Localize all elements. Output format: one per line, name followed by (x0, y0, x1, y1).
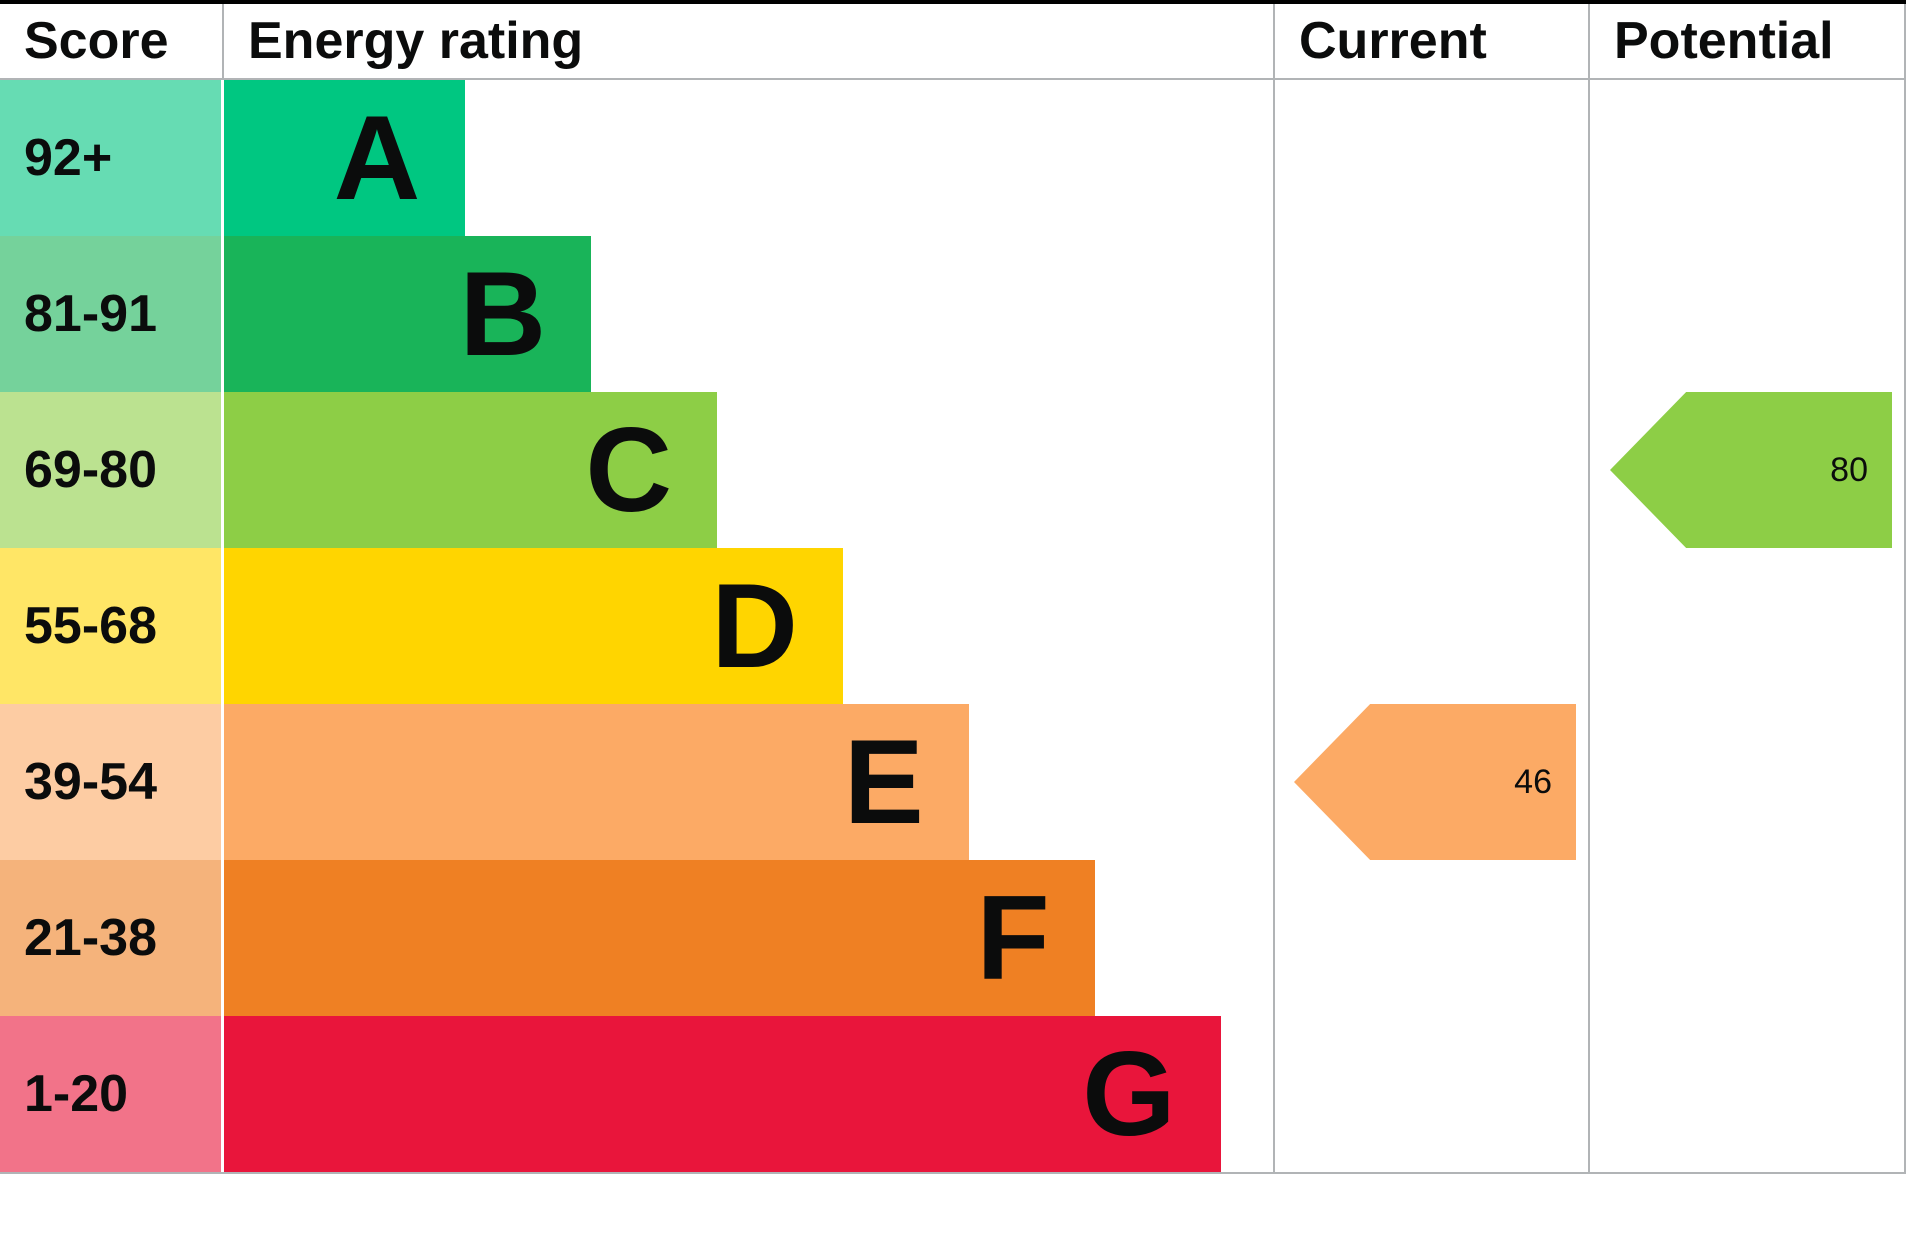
band-letter-c: C (585, 403, 673, 537)
current-rating-value: 46 (1514, 762, 1552, 801)
band-row-b: 81-91 B (0, 236, 1273, 392)
bar-track-c: C (224, 392, 1273, 548)
bar-track-a: A (224, 80, 1273, 236)
rating-bar-c: C (224, 392, 718, 548)
score-range-c: 69-80 (0, 392, 221, 548)
band-row-c: 69-80 C (0, 392, 1273, 548)
chart-header-row: Score Energy rating Current Potential (0, 4, 1906, 80)
potential-column: 80 (1588, 80, 1906, 1172)
bands-area: 92+ A 81-91 B 69-80 C 55-68 D 39-54 E 21-38 F 1-20 G (0, 80, 1273, 1172)
current-header: Current (1273, 4, 1588, 78)
bar-track-d: D (224, 548, 1273, 704)
score-range-b: 81-91 (0, 236, 221, 392)
rating-bar-e: E (224, 704, 969, 860)
band-letter-d: D (711, 559, 798, 693)
rating-bar-f: F (224, 860, 1095, 1016)
score-range-a: 92+ (0, 80, 221, 236)
score-header: Score (0, 4, 224, 78)
bar-track-e: E (224, 704, 1273, 860)
band-letter-a: A (333, 91, 421, 225)
potential-header: Potential (1588, 4, 1906, 78)
bar-track-b: B (224, 236, 1273, 392)
band-letter-g: G (1082, 1027, 1176, 1161)
score-range-g: 1-20 (0, 1016, 221, 1172)
rating-bar-d: D (224, 548, 843, 704)
band-row-a: 92+ A (0, 80, 1273, 236)
band-letter-f: F (976, 871, 1050, 1005)
band-letter-e: E (843, 715, 924, 849)
score-range-e: 39-54 (0, 704, 221, 860)
potential-rating-value: 80 (1830, 450, 1868, 489)
current-rating-arrow: 46 (1294, 704, 1576, 860)
score-range-f: 21-38 (0, 860, 221, 1016)
chart-body: 92+ A 81-91 B 69-80 C 55-68 D 39-54 E 21-38 F 1-20 G … (0, 80, 1906, 1174)
band-row-e: 39-54 E (0, 704, 1273, 860)
potential-rating-arrow: 80 (1610, 392, 1892, 548)
band-row-d: 55-68 D (0, 548, 1273, 704)
epc-energy-rating-chart: Score Energy rating Current Potential 92… (0, 0, 1906, 1174)
rating-bar-b: B (224, 236, 592, 392)
band-row-g: 1-20 G (0, 1016, 1273, 1172)
bar-track-f: F (224, 860, 1273, 1016)
bar-track-g: G (224, 1016, 1273, 1172)
score-range-d: 55-68 (0, 548, 221, 704)
band-row-f: 21-38 F (0, 860, 1273, 1016)
energy-rating-header: Energy rating (248, 12, 584, 70)
band-letter-b: B (459, 247, 547, 381)
rating-bar-a: A (224, 80, 466, 236)
current-column: 46 (1273, 80, 1588, 1172)
rating-bar-g: G (224, 1016, 1221, 1172)
